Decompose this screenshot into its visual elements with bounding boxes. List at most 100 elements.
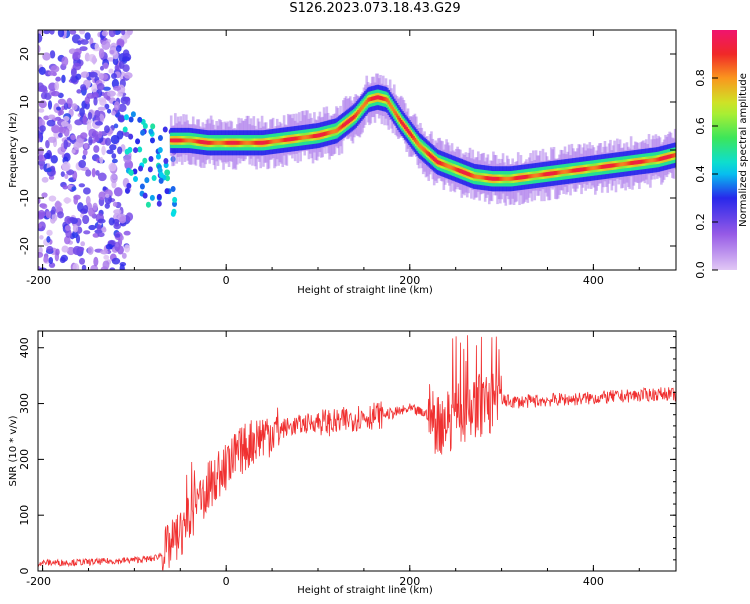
ridge-cell <box>229 140 232 145</box>
ridge-cell <box>438 160 442 165</box>
ridge-cell <box>671 153 674 158</box>
ridge-cell <box>580 167 583 172</box>
bottom-x-tick-label: 400 <box>583 575 604 588</box>
noise-blob <box>85 195 91 206</box>
ridge-cell <box>530 174 534 178</box>
ridge-cell <box>525 174 528 179</box>
ridge-cell <box>574 168 578 173</box>
noise-blob <box>96 224 102 232</box>
ridge-cell <box>514 176 517 181</box>
ridge-cell <box>587 166 590 171</box>
ridge-cell <box>622 162 626 166</box>
noise-blob <box>43 255 49 263</box>
ridge-cell <box>376 95 380 100</box>
ridge-cell <box>264 140 268 145</box>
noise-blob <box>61 161 71 172</box>
ridge-cell <box>337 126 341 131</box>
noise-blob <box>125 212 134 222</box>
noise-blob <box>102 86 111 91</box>
noise-blob <box>50 65 60 73</box>
ridge-cell <box>432 157 436 161</box>
ridge-cell <box>445 163 448 168</box>
ridge-cell <box>314 133 318 138</box>
top-y-tick-label: -20 <box>18 237 31 255</box>
ridge-cell <box>295 136 298 141</box>
noise-blob <box>51 125 61 134</box>
ridge-cell <box>599 165 603 169</box>
noise-blob <box>117 103 127 113</box>
ridge-cell <box>644 159 648 164</box>
noise-blob <box>98 48 105 59</box>
ridge-cell <box>380 96 384 101</box>
noise-blob <box>100 249 109 255</box>
ridge-cell <box>428 153 432 158</box>
noise-blob <box>43 89 48 94</box>
ridge-cell <box>536 173 539 178</box>
ridge-cell <box>527 174 531 179</box>
ridge-cell <box>248 140 251 145</box>
transition-blob <box>164 169 170 176</box>
ridge-cell <box>598 165 601 170</box>
noise-blob <box>64 225 71 231</box>
ridge-cell <box>412 136 415 140</box>
noise-blob <box>50 154 58 164</box>
ridge-cell <box>657 157 660 162</box>
ridge-cell <box>609 163 612 168</box>
ridge-cell <box>611 163 615 168</box>
ridge-cell <box>375 95 378 100</box>
ridge-cell <box>614 163 618 167</box>
ridge-cell <box>328 130 331 135</box>
ridge-cell <box>485 176 488 180</box>
noise-blob <box>80 84 87 91</box>
ridge-cell <box>566 169 570 174</box>
transition-blob <box>149 194 155 201</box>
ridge-cell <box>563 169 567 174</box>
noise-blob <box>79 246 85 252</box>
noise-blob <box>102 260 110 270</box>
ridge-cell <box>594 165 597 170</box>
noise-blob <box>42 52 51 61</box>
ridge-cell <box>212 140 216 145</box>
noise-blob <box>113 223 121 230</box>
noise-blob <box>117 114 125 123</box>
noise-blob <box>120 30 126 36</box>
ridge-cell <box>213 140 217 145</box>
ridge-cell <box>307 134 311 139</box>
noise-blob <box>111 153 117 159</box>
ridge-cell <box>576 168 579 173</box>
ridge-cell <box>602 164 605 169</box>
ridge-cell <box>251 140 254 145</box>
ridge-cell <box>370 96 374 101</box>
noise-blob <box>60 171 65 177</box>
ridge-cell <box>562 169 565 174</box>
ridge-cell <box>547 171 550 176</box>
ridge-cell <box>244 140 247 145</box>
ridge-cell <box>420 145 424 150</box>
ridge-cell <box>306 135 309 139</box>
noise-blob <box>63 197 72 204</box>
transition-blob <box>128 133 134 140</box>
transition-blob <box>155 153 161 160</box>
ridge-cell <box>358 108 362 113</box>
ridge-cell <box>560 170 564 174</box>
ridge-cell <box>219 140 223 145</box>
noise-blob <box>121 252 127 259</box>
noise-blob <box>63 127 70 137</box>
ridge-cell <box>650 158 654 163</box>
noise-blob <box>122 64 130 73</box>
ridge-cell <box>319 132 323 137</box>
ridge-cell <box>435 159 439 164</box>
ridge-cell <box>538 173 542 177</box>
noise-blob <box>41 203 48 210</box>
ridge-cell <box>355 111 359 116</box>
ridge-cell <box>510 176 513 181</box>
noise-blob <box>72 51 81 61</box>
noise-blob <box>48 256 54 265</box>
transition-blob <box>151 175 157 182</box>
ridge-cell <box>342 123 345 128</box>
ridge-cell <box>218 140 221 145</box>
ridge-cell <box>416 141 419 146</box>
ridge-cell <box>664 155 667 160</box>
noise-blob <box>83 142 89 150</box>
